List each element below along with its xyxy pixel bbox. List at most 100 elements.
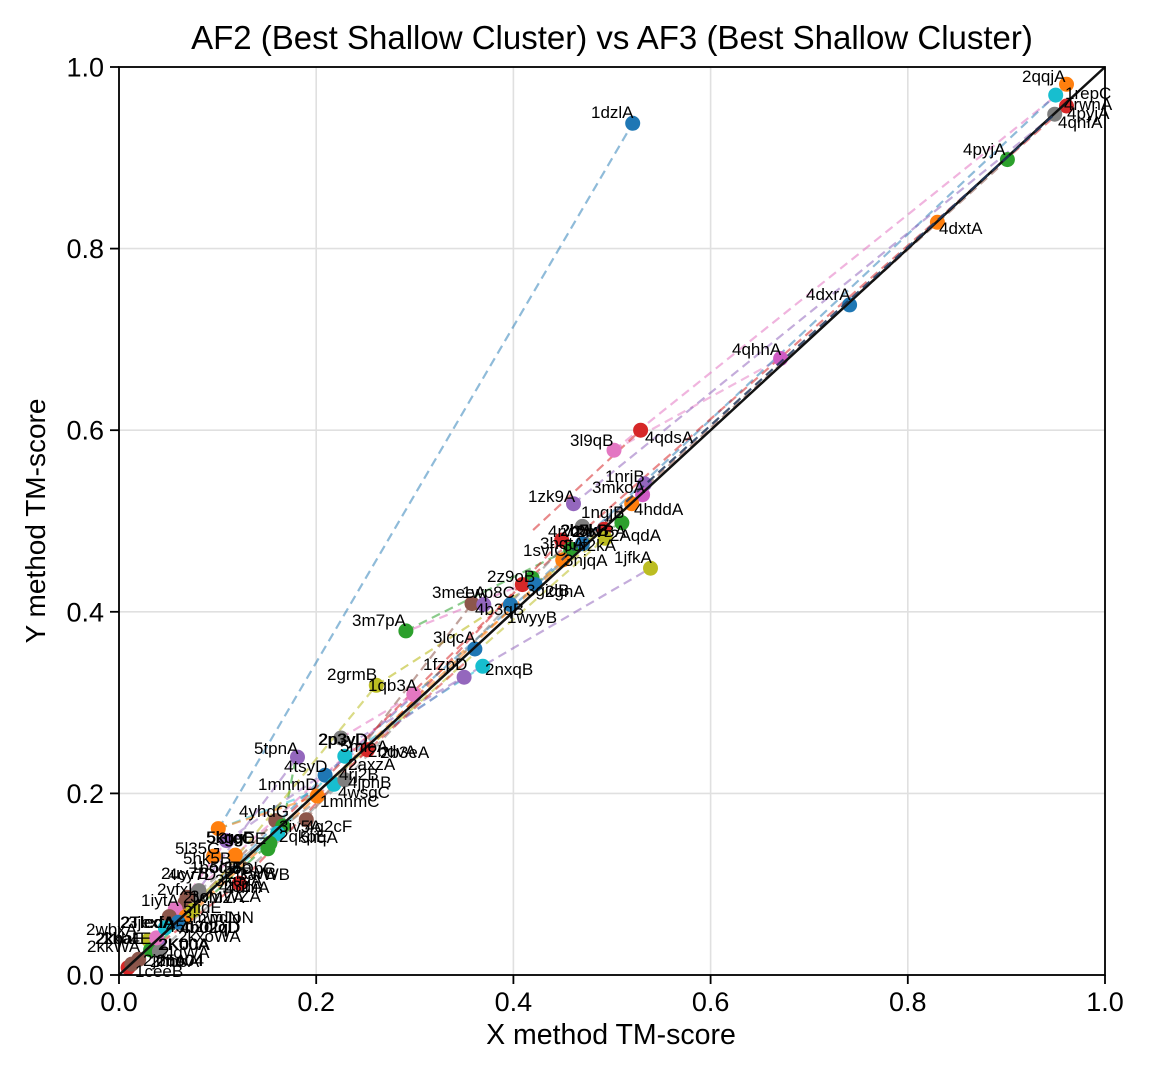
svg-text:2TledA: 2TledA (121, 913, 176, 932)
svg-text:4g2cF: 4g2cF (305, 817, 352, 836)
svg-text:4pyjA: 4pyjA (963, 140, 1006, 159)
svg-text:4b02qD: 4b02qD (180, 918, 240, 937)
svg-text:2wbxA: 2wbxA (86, 920, 138, 939)
svg-text:2AqdA: 2AqdA (610, 526, 662, 545)
svg-text:2qqjA: 2qqjA (1022, 67, 1066, 86)
svg-text:4wsgC: 4wsgC (338, 783, 390, 802)
svg-text:4b3qB: 4b3qB (475, 600, 524, 619)
svg-text:0.0: 0.0 (100, 987, 138, 1017)
svg-text:1ceeB: 1ceeB (135, 962, 183, 981)
svg-text:2kkWA: 2kkWA (87, 937, 141, 956)
svg-text:4qdsA: 4qdsA (645, 428, 694, 447)
svg-text:AF2 (Best Shallow Cluster) vs: AF2 (Best Shallow Cluster) vs AF3 (Best … (191, 19, 1033, 56)
svg-text:4hddA: 4hddA (634, 500, 684, 519)
svg-text:2K00A: 2K00A (159, 935, 211, 954)
svg-text:2uy7B: 2uy7B (161, 864, 209, 883)
svg-text:5DbC: 5DbC (232, 859, 275, 878)
svg-text:1nrjB: 1nrjB (605, 467, 645, 486)
svg-text:2p3yD: 2p3yD (319, 730, 368, 749)
svg-text:5l35G: 5l35G (175, 839, 220, 858)
svg-text:2lwMZA: 2lwMZA (183, 888, 245, 907)
svg-text:2lqWA: 2lqWA (160, 943, 210, 962)
svg-text:3uf2kA: 3uf2kA (563, 536, 617, 555)
svg-text:2vfxL: 2vfxL (157, 880, 198, 899)
svg-text:2bdvA: 2bdvA (368, 742, 417, 761)
svg-text:2kxoWA: 2kxoWA (178, 927, 241, 946)
svg-text:4pyjA: 4pyjA (1067, 104, 1110, 123)
svg-text:3iv5A: 3iv5A (279, 817, 322, 836)
svg-text:1jfkA: 1jfkA (614, 548, 652, 567)
svg-text:3njqA: 3njqA (564, 551, 608, 570)
svg-text:2no04: 2no04 (157, 951, 204, 970)
svg-text:3teOE: 3teOE (218, 829, 266, 848)
svg-text:4dxrA: 4dxrA (806, 285, 851, 304)
svg-text:4qhhA: 4qhhA (732, 340, 782, 359)
svg-text:3arWB: 3arWB (238, 865, 290, 884)
svg-text:4tsyD: 4tsyD (284, 757, 327, 776)
svg-text:1qb3A: 1qb3A (368, 676, 418, 695)
svg-text:2b5kB: 2b5kB (560, 521, 608, 540)
svg-text:4dhiA: 4dhiA (226, 878, 270, 897)
svg-text:0.8: 0.8 (66, 234, 104, 264)
svg-text:1repC: 1repC (1065, 84, 1111, 103)
svg-text:3meeA: 3meeA (432, 583, 487, 602)
svg-text:2fkWB: 2fkWB (226, 864, 276, 883)
svg-text:2TledA: 2TledA (120, 913, 175, 932)
svg-text:2b5kB: 2b5kB (561, 521, 609, 540)
svg-text:0.2: 0.2 (66, 779, 104, 809)
svg-text:4rj2B: 4rj2B (339, 765, 379, 784)
svg-text:5mleA: 5mleA (340, 737, 389, 756)
svg-text:2axzA: 2axzA (348, 755, 396, 774)
svg-text:4rv2A: 4rv2A (548, 522, 593, 541)
svg-text:0.2: 0.2 (297, 987, 335, 1017)
svg-text:2grmB: 2grmB (327, 665, 377, 684)
svg-text:5kggE: 5kggE (206, 828, 254, 847)
svg-text:3omWZA: 3omWZA (190, 887, 262, 906)
svg-text:2z9oB: 2z9oB (487, 567, 535, 586)
svg-text:4qhfA: 4qhfA (1058, 113, 1103, 132)
svg-text:4l3dA: 4l3dA (219, 877, 263, 896)
svg-text:0.4: 0.4 (495, 987, 533, 1017)
svg-text:3l9qB: 3l9qB (570, 431, 613, 450)
svg-text:2bvBA: 2bvBA (576, 522, 627, 541)
svg-text:5liqA: 5liqA (300, 828, 338, 847)
svg-text:1wyyB: 1wyyB (507, 608, 557, 627)
svg-text:1wp8C: 1wp8C (462, 583, 515, 602)
svg-text:5hk5B: 5hk5B (183, 849, 231, 868)
svg-text:2jo5A: 2jo5A (143, 951, 187, 970)
svg-text:1mnmC: 1mnmC (320, 792, 380, 811)
svg-text:Y method TM-score: Y method TM-score (20, 399, 51, 644)
svg-text:2p3yD: 2p3yD (318, 730, 367, 749)
svg-text:3mkoA: 3mkoA (592, 478, 646, 497)
svg-text:2mJoN: 2mJoN (200, 908, 254, 927)
svg-text:1iytA: 1iytA (141, 891, 179, 910)
svg-text:1svfC: 1svfC (523, 541, 566, 560)
svg-text:3mwdN: 3mwdN (183, 908, 241, 927)
svg-text:2gnA: 2gnA (545, 582, 585, 601)
svg-text:3hqtA: 3hqtA (540, 534, 585, 553)
svg-text:2qkpE: 2qkpE (279, 827, 327, 846)
svg-text:2kbaE: 2kbaE (96, 929, 144, 948)
svg-text:2nboA: 2nboA (150, 952, 200, 971)
svg-text:4dxtA: 4dxtA (939, 219, 983, 238)
svg-text:0.6: 0.6 (66, 416, 104, 446)
svg-text:1boqB: 1boqB (190, 858, 239, 877)
svg-text:3jexfA: 3jexfA (128, 913, 176, 932)
svg-text:0.0: 0.0 (66, 961, 104, 991)
svg-text:4jphB: 4jphB (348, 773, 391, 792)
svg-text:2K00A: 2K00A (158, 935, 210, 954)
svg-text:1mnmD: 1mnmD (258, 775, 318, 794)
svg-text:2nxqB: 2nxqB (485, 660, 533, 679)
svg-text:2kb4E: 2kb4E (103, 929, 151, 948)
svg-text:3m7pA: 3m7pA (352, 611, 407, 630)
svg-text:2no04: 2no04 (156, 951, 203, 970)
svg-text:1fzpD: 1fzpD (423, 655, 467, 674)
svg-text:5l35e: 5l35e (210, 858, 252, 877)
svg-text:4rwnA: 4rwnA (1064, 95, 1113, 114)
svg-text:1nqjB: 1nqjB (581, 503, 624, 522)
svg-text:0.8: 0.8 (889, 987, 927, 1017)
svg-text:0.4: 0.4 (66, 597, 104, 627)
svg-text:1zk9A: 1zk9A (528, 487, 576, 506)
svg-text:45o2dD: 45o2dD (166, 917, 226, 936)
svg-text:5kggE: 5kggE (207, 828, 255, 847)
